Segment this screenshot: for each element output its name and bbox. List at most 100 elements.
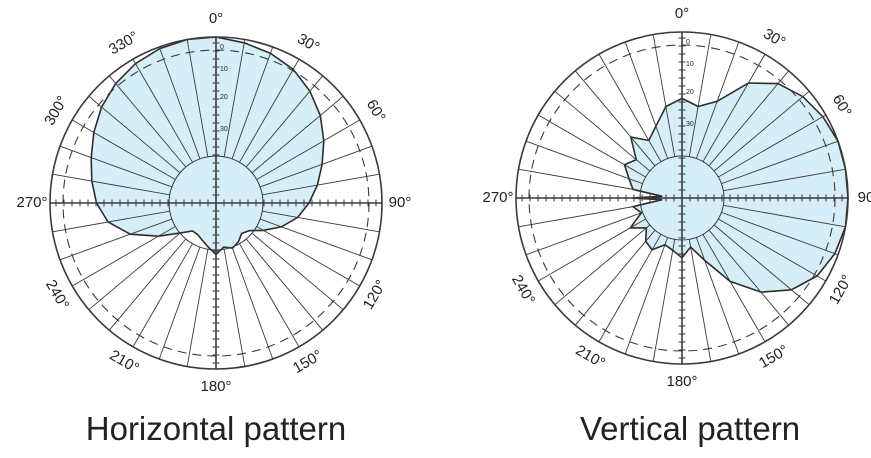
- angle-label: 0°: [209, 10, 223, 27]
- scale-label: 30: [686, 121, 694, 128]
- angle-label: 60°: [829, 92, 855, 120]
- radial-gridline: [256, 226, 360, 287]
- angle-label: 180°: [200, 378, 231, 395]
- radial-gridline: [231, 46, 274, 159]
- radial-gridline: [72, 119, 176, 180]
- radial-gridline: [223, 39, 246, 157]
- angle-label: 120°: [360, 277, 390, 312]
- radial-gridline: [231, 247, 274, 360]
- radial-gridline: [72, 226, 176, 287]
- angle-label: 90°: [389, 194, 412, 211]
- radial-gridline: [688, 239, 712, 362]
- scale-label: 20: [220, 94, 228, 101]
- radial-gridline: [708, 70, 790, 167]
- radiation-pattern-lobe: [623, 82, 849, 293]
- radial-gridline: [525, 211, 643, 256]
- angle-label: 180°: [666, 373, 697, 390]
- radial-gridline: [239, 243, 300, 347]
- radial-gridline: [88, 232, 181, 311]
- radial-gridline: [251, 232, 344, 311]
- angle-label: 30°: [760, 25, 788, 51]
- radial-gridline: [702, 234, 766, 342]
- angle-label: 330°: [106, 28, 141, 58]
- radial-gridline: [574, 70, 656, 167]
- radial-gridline: [108, 75, 187, 168]
- radial-gridline: [223, 249, 246, 367]
- angle-label: 60°: [363, 97, 389, 125]
- angle-label: 270°: [482, 189, 513, 206]
- radial-gridline: [518, 168, 641, 192]
- radial-gridline: [554, 90, 651, 172]
- radial-gridline: [251, 95, 344, 174]
- radial-gridline: [239, 59, 300, 163]
- radial-gridline: [718, 218, 826, 282]
- radial-gridline: [262, 173, 380, 196]
- vertical-pattern-plot: 0 10 20 30 0° 30° 60° 90 120° 150° 180° 210° 240° 270…: [482, 5, 871, 390]
- radial-gridline: [59, 145, 172, 188]
- radial-gridline: [702, 54, 766, 162]
- angle-label: 240°: [508, 272, 538, 307]
- radial-gridline: [52, 173, 170, 196]
- radial-gridline: [245, 75, 324, 168]
- radial-gridline: [186, 249, 209, 367]
- angle-label: 0°: [675, 5, 689, 22]
- radial-gridline: [721, 211, 839, 256]
- radiation-pattern-lobe: [90, 36, 325, 256]
- radial-gridline: [598, 54, 662, 162]
- radial-gridline: [695, 237, 740, 355]
- radial-gridline: [624, 41, 669, 159]
- radial-gridline: [695, 41, 740, 159]
- radial-gridline: [59, 218, 172, 261]
- radial-gridline: [262, 210, 380, 233]
- scale-label: 0: [686, 39, 690, 46]
- angle-label: 150°: [290, 347, 325, 377]
- angle-label: 270°: [16, 194, 47, 211]
- angle-label: 210°: [107, 347, 142, 377]
- angle-label: 210°: [573, 342, 608, 372]
- angle-label: 150°: [756, 342, 791, 372]
- radial-gridline: [260, 218, 373, 261]
- radial-gridline: [723, 204, 846, 228]
- radial-gridline: [132, 59, 193, 163]
- horizontal-pattern-plot: 01020300°30°60°90°120°150°180°210°240°27…: [16, 10, 411, 395]
- horizontal-pattern-caption: Horizontal pattern: [85, 410, 347, 447]
- angle-label: 90: [858, 189, 871, 206]
- radial-gridline: [52, 210, 170, 233]
- radial-gridline: [723, 168, 846, 192]
- radial-gridline: [525, 140, 643, 185]
- angle-label: 120°: [826, 272, 856, 307]
- angle-label: 300°: [41, 93, 71, 128]
- radial-gridline: [158, 46, 201, 159]
- scale-label: 30: [220, 126, 228, 133]
- radial-gridline: [245, 238, 324, 331]
- radial-gridline: [186, 39, 209, 157]
- radial-gridline: [652, 34, 676, 157]
- radial-gridline: [158, 247, 201, 360]
- radial-gridline: [518, 204, 641, 228]
- radial-gridline: [598, 234, 662, 342]
- radial-gridline: [721, 140, 839, 185]
- radial-gridline: [538, 218, 646, 282]
- radial-gridline: [652, 239, 676, 362]
- radial-gridline: [713, 90, 810, 172]
- angle-label: 240°: [42, 277, 72, 312]
- radial-gridline: [574, 229, 656, 326]
- radial-gridline: [718, 114, 826, 178]
- radial-gridline: [688, 34, 712, 157]
- radial-gridline: [108, 238, 187, 331]
- radial-gridline: [708, 229, 790, 326]
- radial-gridline: [554, 224, 651, 306]
- radial-gridline: [538, 114, 646, 178]
- scale-label: 20: [686, 89, 694, 96]
- radial-gridline: [624, 237, 669, 355]
- radial-gridline: [713, 224, 810, 306]
- angle-label: 30°: [294, 30, 322, 56]
- radial-gridline: [88, 95, 181, 174]
- radial-gridline: [132, 243, 193, 347]
- scale-label: 0: [220, 44, 224, 51]
- radial-gridline: [260, 145, 373, 188]
- vertical-pattern-caption: Vertical pattern: [579, 410, 801, 447]
- scale-label: 10: [220, 66, 228, 73]
